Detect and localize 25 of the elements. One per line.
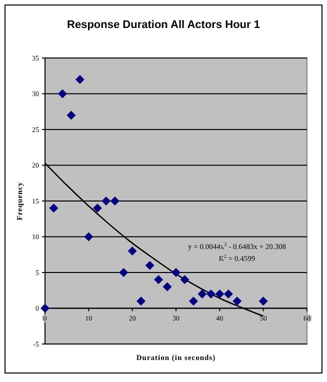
point — [75, 74, 84, 84]
point — [172, 268, 180, 277]
point — [180, 275, 190, 284]
point — [92, 204, 102, 213]
point — [162, 282, 172, 292]
point — [102, 196, 111, 206]
point — [198, 289, 207, 298]
point — [258, 296, 268, 306]
point — [84, 232, 94, 242]
point — [188, 296, 198, 306]
point — [49, 204, 58, 213]
point — [136, 296, 146, 306]
point — [110, 196, 120, 206]
point — [128, 246, 137, 256]
chart-title: Response Duration All Actors Hour 1 — [67, 19, 260, 31]
point — [232, 296, 242, 306]
point — [58, 89, 67, 98]
point — [66, 110, 76, 120]
point — [154, 275, 164, 284]
point — [40, 304, 50, 313]
point — [206, 289, 216, 298]
point — [215, 289, 224, 298]
point — [224, 289, 233, 298]
point — [145, 260, 154, 270]
point — [119, 268, 128, 277]
